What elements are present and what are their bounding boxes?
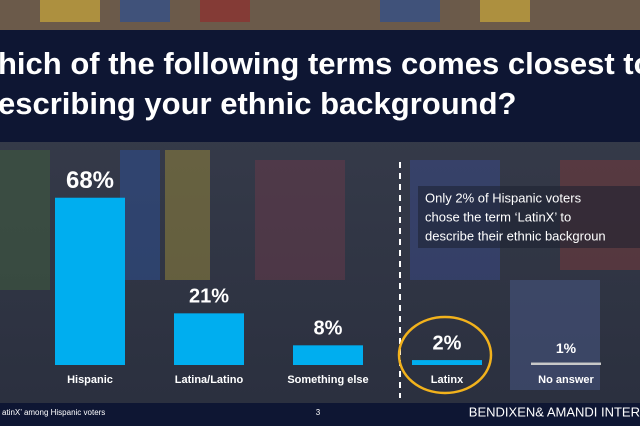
annotation: describe their ethnic backgroun: [425, 228, 606, 243]
bar: [55, 197, 125, 365]
footer-band: [0, 403, 640, 426]
title-band: [0, 30, 640, 142]
value-label: 21%: [189, 286, 229, 308]
annotation: Only 2% of Hispanic voters: [425, 190, 582, 205]
bar: [531, 362, 601, 365]
title-line: escribing your ethnic background?: [0, 86, 516, 121]
x-tick-label: Latinx: [431, 374, 464, 386]
brand: BENDIXEN& AMANDI INTER: [469, 404, 640, 419]
highlight-circle: [397, 315, 493, 395]
x-tick-label: No answer: [538, 374, 594, 386]
footer-text: atinX’ among Hispanic voters: [2, 408, 105, 417]
value-label: 2%: [433, 332, 462, 354]
x-tick-label: Something else: [287, 374, 368, 386]
page-number: 3: [316, 408, 321, 417]
title-line: hich of the following terms comes closes…: [0, 46, 640, 81]
x-tick-label: Latina/Latino: [175, 374, 244, 386]
bar: [412, 360, 482, 365]
bar: [174, 313, 244, 365]
annotation: chose the term ‘LatinX’ to: [425, 209, 571, 224]
value-label: 8%: [314, 318, 343, 340]
value-label: 1%: [556, 340, 577, 356]
bar: [293, 345, 363, 365]
annotation-box: [418, 186, 640, 248]
value-label: 68%: [66, 167, 114, 194]
x-tick-label: Hispanic: [67, 374, 113, 386]
